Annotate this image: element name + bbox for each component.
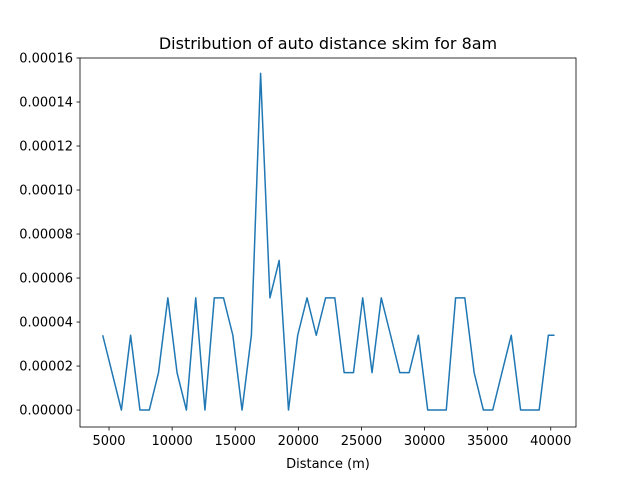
x-tick-label: 35000 [467,434,508,449]
y-tick-label: 0.00014 [19,96,73,111]
y-tick-label: 0.00012 [19,140,73,155]
y-tick-label: 0.00016 [19,52,73,67]
plot-area [80,58,576,427]
y-axis: 0.00000 0.00002 0.00004 0.00006 0.00008 0.000… [19,52,80,419]
x-tick-label: 25000 [341,434,382,449]
series-line [101,72,555,411]
chart-title: Distribution of auto distance skim for 8… [159,34,497,53]
y-tick-label: 0.00002 [19,360,73,375]
x-tick-label: 30000 [404,434,445,449]
x-axis: 5000 10000 15000 20000 25000 30000 35000 40000 [92,427,571,449]
y-tick-label: 0.00008 [19,228,73,243]
plot-frame [79,57,577,428]
x-tick-label: 10000 [151,434,192,449]
x-tick-label: 5000 [92,434,125,449]
x-tick-label: 40000 [530,434,571,449]
x-axis-label: Distance (m) [286,457,370,472]
y-tick-label: 0.00010 [19,184,73,199]
x-tick-label: 20000 [278,434,319,449]
y-tick-label: 0.00000 [19,404,73,419]
y-tick-label: 0.00006 [19,272,73,287]
x-tick-label: 15000 [215,434,256,449]
y-tick-label: 0.00004 [19,316,73,331]
